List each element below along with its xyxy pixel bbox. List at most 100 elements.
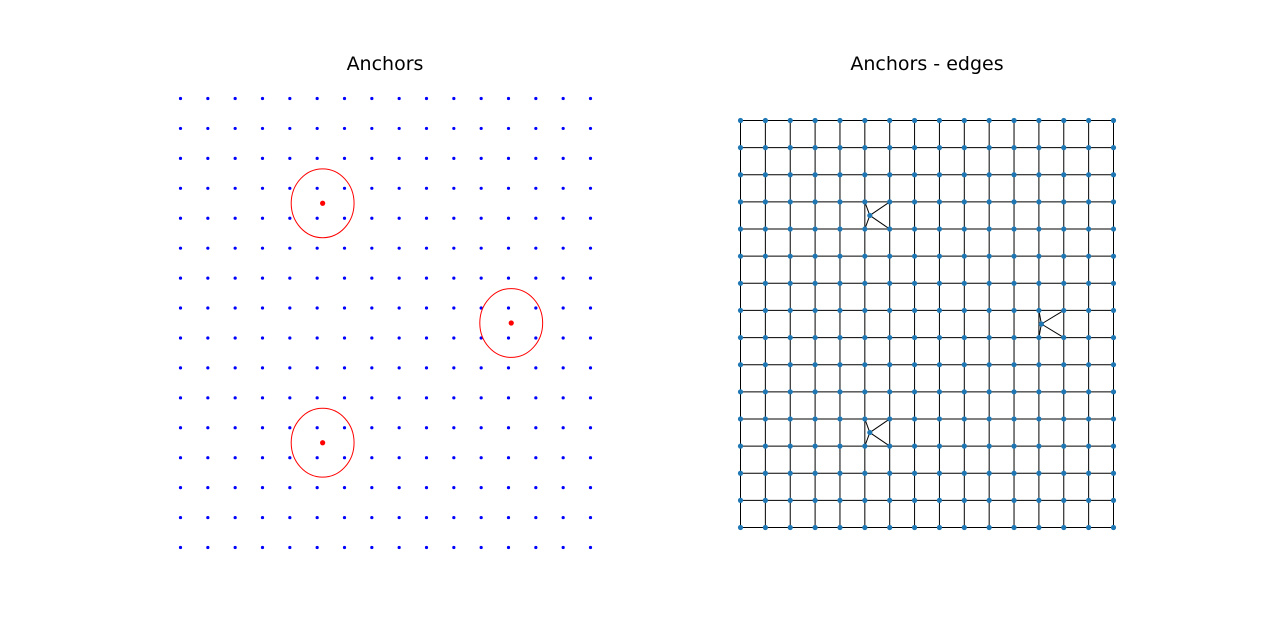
graph-node — [1086, 226, 1092, 232]
grid-point — [479, 96, 483, 101]
grid-point — [588, 336, 593, 340]
graph-node — [1110, 362, 1117, 368]
graph-node — [1036, 443, 1042, 449]
grid-point — [561, 96, 565, 101]
grid-point — [315, 306, 319, 310]
grid-point — [479, 366, 483, 370]
graph-node — [862, 253, 868, 259]
grid-point — [588, 366, 593, 370]
graph-node — [862, 416, 868, 422]
graph-node — [1036, 280, 1042, 286]
graph-node — [837, 253, 843, 259]
graph-node — [1036, 117, 1042, 124]
graph-node — [1110, 226, 1117, 232]
graph-node — [787, 145, 793, 151]
grid-point — [506, 545, 511, 550]
grid-point — [342, 126, 347, 131]
graph-node — [986, 280, 992, 286]
grid-point — [206, 216, 210, 220]
graph-node — [911, 145, 918, 151]
grid-point — [506, 486, 511, 490]
grid-point — [260, 156, 265, 160]
graph-node — [1036, 362, 1042, 368]
grid-point — [233, 96, 237, 101]
grid-point — [260, 246, 265, 250]
graph-node — [812, 443, 818, 449]
grid-point — [178, 246, 183, 250]
grid-point — [452, 306, 456, 310]
graph-node — [911, 253, 918, 259]
grid-point — [534, 246, 538, 250]
graph-node — [1061, 253, 1067, 259]
graph-node — [1036, 172, 1042, 178]
grid-point — [315, 396, 319, 400]
graph-node — [961, 172, 967, 178]
grid-point — [424, 306, 429, 310]
graph-node — [1011, 145, 1017, 151]
graph-node — [961, 443, 967, 449]
graph-node — [911, 524, 918, 531]
graph-node — [762, 443, 768, 449]
grid-point — [315, 456, 319, 460]
grid-point — [588, 276, 593, 280]
graph-node — [961, 117, 967, 124]
grid-point — [315, 336, 319, 340]
graph-node — [762, 280, 768, 286]
graph-node — [787, 307, 793, 314]
grid-point — [288, 456, 292, 460]
graph-node — [936, 199, 943, 205]
grid-point — [288, 336, 292, 340]
grid-point — [424, 246, 429, 250]
grid-point — [206, 126, 210, 131]
grid-point — [233, 426, 237, 430]
grid-point — [561, 306, 565, 310]
graph-node — [862, 280, 868, 286]
graph-node — [1036, 145, 1042, 151]
grid-point — [397, 126, 401, 131]
grid-point — [452, 336, 456, 340]
graph-node — [1086, 470, 1092, 476]
grid-point — [561, 336, 565, 340]
graph-node — [961, 253, 967, 259]
grid-point — [315, 545, 319, 550]
graph-node — [986, 172, 992, 178]
graph-node — [961, 280, 967, 286]
grid-point — [370, 246, 374, 250]
grid-point — [397, 186, 401, 190]
graph-node — [887, 470, 893, 476]
graph-node — [961, 307, 967, 314]
grid-point — [452, 156, 456, 160]
graph-node — [1036, 416, 1042, 422]
grid-point — [479, 545, 483, 550]
graph-node — [812, 280, 818, 286]
graph-node — [787, 416, 793, 422]
graph-node — [1061, 362, 1067, 368]
grid-point — [534, 396, 538, 400]
graph-node — [911, 416, 918, 422]
graph-node — [1086, 416, 1092, 422]
grid-point — [342, 276, 347, 280]
graph-node — [737, 334, 744, 341]
grid-point — [233, 246, 237, 250]
graph-node — [737, 470, 744, 476]
graph-node — [1086, 280, 1092, 286]
graph-node — [986, 416, 992, 422]
grid-point — [288, 156, 292, 160]
graph-node — [986, 334, 992, 341]
graph-node — [1110, 199, 1117, 205]
grid-point — [342, 426, 347, 430]
graph-node — [936, 307, 943, 314]
graph-node — [1036, 199, 1042, 205]
graph-node — [1110, 470, 1117, 476]
graph-node — [1011, 524, 1017, 531]
grid-point — [588, 426, 593, 430]
graph-node — [837, 145, 843, 151]
graph-node — [911, 307, 918, 314]
grid-point — [342, 456, 347, 460]
grid-point — [233, 366, 237, 370]
graph-node — [1110, 172, 1117, 178]
grid-point — [534, 336, 538, 340]
grid-point — [561, 426, 565, 430]
graph-node — [936, 280, 943, 286]
anchor-radius-circle — [290, 407, 355, 478]
